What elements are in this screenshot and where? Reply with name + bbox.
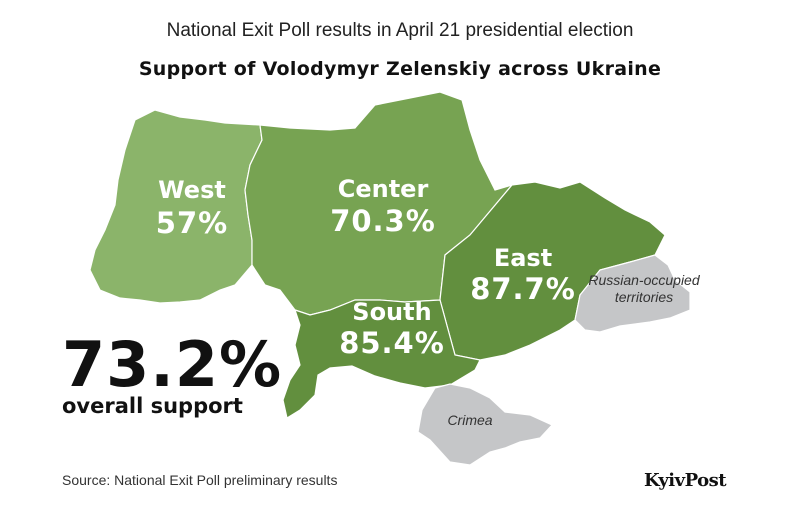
occupied-east-label-line1: Russian-occupied <box>588 272 700 288</box>
kyivpost-logo: KyivPost <box>644 470 727 491</box>
occupied-east-shape <box>574 254 691 333</box>
region-south-shape <box>282 299 481 419</box>
overall-support-value: 73.2% <box>62 328 283 401</box>
crimea-label: Crimea <box>447 412 493 428</box>
region-west-shape <box>89 109 263 304</box>
region-west-label: West <box>158 176 226 204</box>
region-west-value: 57% <box>155 206 229 240</box>
occupied-east-label-line2: territories <box>614 289 674 305</box>
map-title: Support of Volodymyr Zelenskiy across Uk… <box>138 58 662 80</box>
overall-support-label: overall support <box>62 394 243 418</box>
occupied-east-label: Russian-occupied territories <box>588 272 700 306</box>
map-subtitle: National Exit Poll results in April 21 p… <box>166 20 634 41</box>
region-south-value: 85.4% <box>339 326 445 360</box>
region-east-label: East <box>493 244 553 272</box>
region-center-value: 70.3% <box>330 204 436 238</box>
region-center-label: Center <box>337 175 429 203</box>
region-south-label: South <box>352 298 432 326</box>
crimea-shape <box>417 383 554 466</box>
region-east-value: 87.7% <box>470 272 576 306</box>
source-note: Source: National Exit Poll preliminary r… <box>62 472 338 488</box>
